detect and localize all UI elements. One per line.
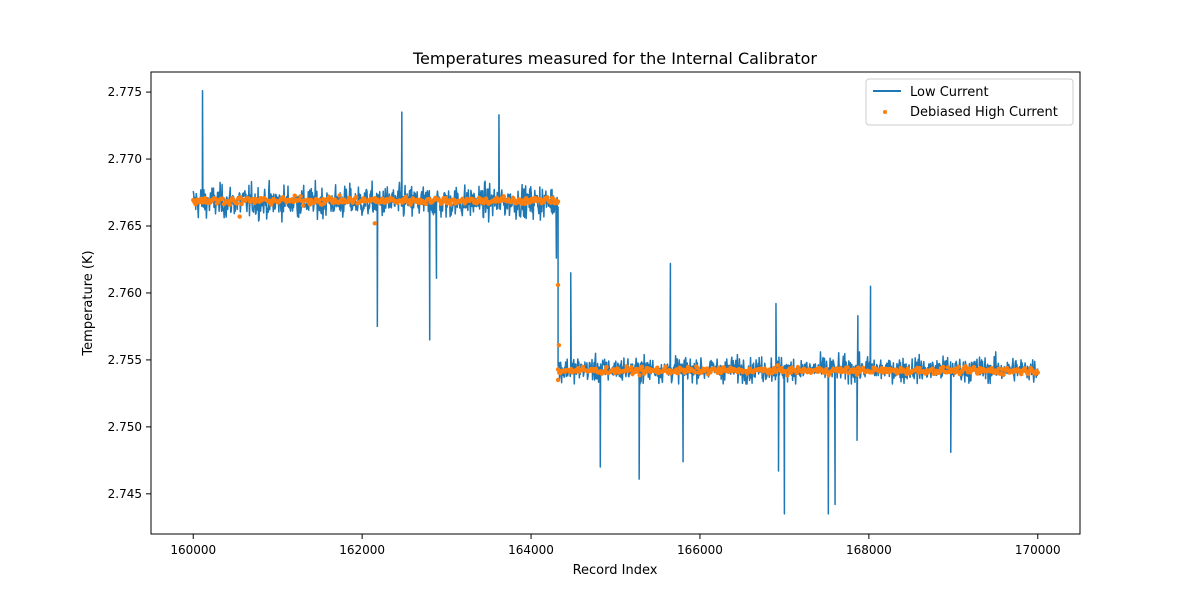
chart-title: Temperatures measured for the Internal C… <box>412 49 817 68</box>
y-tick-label: 2.750 <box>108 420 142 434</box>
data-point <box>1001 372 1006 377</box>
data-point <box>785 373 790 378</box>
data-point <box>637 372 642 378</box>
data-point <box>842 369 848 374</box>
x-tick-label: 168000 <box>846 543 892 557</box>
x-tick-label: 166000 <box>677 543 723 557</box>
legend-entry-debiased-high-current: Debiased High Current <box>910 105 1058 120</box>
data-point <box>427 197 432 202</box>
data-point <box>292 193 297 198</box>
y-tick-label: 2.760 <box>108 286 142 300</box>
x-tick-label: 162000 <box>339 543 385 557</box>
data-point <box>721 365 726 370</box>
data-point <box>443 195 449 201</box>
data-point <box>956 364 961 370</box>
data-point <box>629 365 634 370</box>
data-point <box>300 203 306 208</box>
data-point <box>193 201 198 207</box>
data-point <box>975 371 980 376</box>
data-point <box>963 364 968 369</box>
data-point <box>639 364 645 369</box>
data-point <box>716 365 721 371</box>
data-point <box>238 195 243 200</box>
x-tick-label: 170000 <box>1015 543 1061 557</box>
data-point <box>845 365 850 370</box>
data-point <box>663 364 668 369</box>
data-point <box>239 201 244 207</box>
data-point <box>613 370 619 375</box>
data-point <box>531 199 536 204</box>
x-tick-label: 160000 <box>170 543 216 557</box>
data-point <box>775 363 781 368</box>
data-point <box>501 194 506 199</box>
axes-frame <box>150 71 1081 535</box>
data-point <box>611 367 616 372</box>
data-point <box>695 365 700 371</box>
data-point <box>227 202 233 207</box>
plot-area <box>191 90 1040 515</box>
data-point <box>996 366 1001 371</box>
data-point <box>317 197 322 203</box>
data-point <box>548 200 554 205</box>
x-axis: 160000 162000 164000 166000 168000 170000 <box>170 534 1061 557</box>
data-point <box>545 195 550 200</box>
data-point <box>941 364 946 370</box>
data-point-outlier <box>555 377 561 383</box>
data-point <box>692 370 698 375</box>
data-point <box>423 201 429 207</box>
data-point <box>1035 370 1040 375</box>
data-point <box>220 196 225 201</box>
series-points-debiased-high-current <box>191 193 1040 383</box>
data-point <box>522 201 528 207</box>
data-point <box>337 193 342 198</box>
y-tick-label: 2.755 <box>108 353 142 367</box>
data-point <box>541 199 547 205</box>
data-point <box>604 364 609 370</box>
y-axis-label: Temperature (K) <box>81 250 96 356</box>
data-point <box>1026 371 1031 377</box>
data-point <box>353 194 359 200</box>
data-point <box>213 196 218 202</box>
legend: Low Current Debiased High Current <box>865 78 1074 126</box>
data-point-outlier <box>555 282 561 288</box>
data-point <box>202 195 208 201</box>
data-point <box>475 199 480 205</box>
data-point <box>234 201 240 206</box>
data-point <box>718 370 724 375</box>
data-point-outlier <box>372 221 377 226</box>
data-point <box>937 370 942 375</box>
data-point <box>945 365 951 370</box>
data-point-outlier <box>556 342 562 348</box>
data-point-outlier <box>237 214 242 219</box>
legend-box <box>865 78 1074 126</box>
y-tick-label: 2.765 <box>108 219 142 233</box>
y-tick-label: 2.745 <box>108 487 142 501</box>
data-point <box>298 194 303 199</box>
y-tick-label: 2.770 <box>108 152 142 166</box>
data-point <box>838 365 843 371</box>
y-tick-label: 2.775 <box>108 85 142 99</box>
y-axis: 2.745 2.750 2.755 2.760 2.765 2.770 2.775 <box>108 85 151 501</box>
x-tick-label: 164000 <box>508 543 554 557</box>
data-point <box>624 364 629 369</box>
legend-entry-low-current: Low Current <box>910 85 989 100</box>
data-point <box>655 365 660 370</box>
data-point <box>788 370 794 376</box>
data-point <box>930 366 935 371</box>
data-point <box>329 196 334 201</box>
data-point <box>448 202 453 207</box>
data-point <box>917 365 922 371</box>
legend-marker-swatch <box>883 110 887 114</box>
data-point <box>555 199 561 204</box>
x-axis-label: Record Index <box>573 563 658 578</box>
